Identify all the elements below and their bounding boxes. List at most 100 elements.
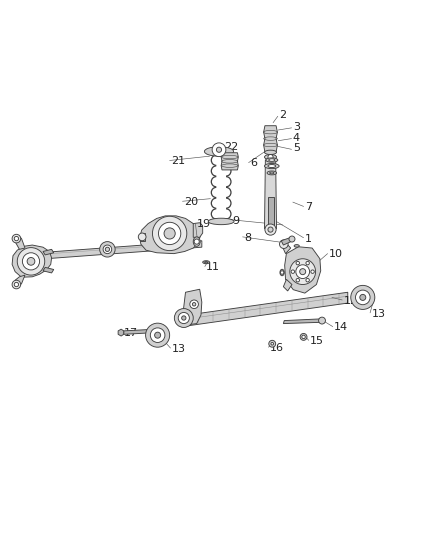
Circle shape: [174, 309, 193, 327]
Polygon shape: [118, 329, 124, 336]
Text: 13: 13: [371, 309, 385, 319]
Ellipse shape: [208, 218, 234, 224]
Text: 11: 11: [206, 262, 220, 272]
Circle shape: [296, 278, 300, 282]
Polygon shape: [285, 247, 321, 293]
Circle shape: [296, 265, 310, 279]
Ellipse shape: [193, 237, 200, 246]
Text: 3: 3: [293, 122, 300, 132]
Text: 16: 16: [270, 343, 284, 353]
Ellipse shape: [269, 159, 275, 161]
Polygon shape: [12, 245, 52, 277]
Ellipse shape: [205, 147, 233, 156]
Circle shape: [14, 282, 18, 287]
Circle shape: [291, 270, 294, 273]
Polygon shape: [283, 319, 321, 324]
Ellipse shape: [270, 172, 274, 174]
Circle shape: [351, 285, 375, 310]
Ellipse shape: [203, 261, 209, 264]
Text: 22: 22: [224, 142, 238, 152]
Circle shape: [12, 235, 21, 243]
Circle shape: [138, 233, 146, 241]
Text: 2: 2: [279, 110, 286, 120]
Polygon shape: [43, 249, 54, 255]
Ellipse shape: [265, 164, 279, 168]
Polygon shape: [140, 233, 145, 241]
Circle shape: [300, 334, 307, 341]
Polygon shape: [140, 216, 200, 254]
Circle shape: [105, 247, 110, 252]
Circle shape: [318, 317, 325, 324]
Circle shape: [265, 224, 276, 235]
Circle shape: [22, 253, 39, 270]
Polygon shape: [185, 292, 348, 326]
Circle shape: [268, 227, 273, 232]
Polygon shape: [15, 241, 202, 261]
Text: 7: 7: [305, 202, 312, 212]
Circle shape: [296, 261, 300, 265]
Polygon shape: [265, 160, 276, 229]
Polygon shape: [268, 197, 273, 229]
Circle shape: [155, 332, 161, 338]
Text: 10: 10: [329, 249, 343, 260]
Polygon shape: [43, 268, 54, 273]
Text: 12: 12: [343, 296, 357, 306]
Circle shape: [290, 259, 315, 285]
Circle shape: [159, 222, 181, 245]
Circle shape: [150, 328, 165, 343]
Text: 5: 5: [293, 143, 300, 154]
Circle shape: [194, 239, 199, 244]
Circle shape: [182, 316, 186, 320]
Circle shape: [145, 323, 170, 347]
Circle shape: [271, 343, 273, 345]
Text: 6: 6: [250, 158, 257, 168]
Polygon shape: [193, 223, 203, 237]
Text: 13: 13: [172, 344, 186, 354]
Circle shape: [190, 300, 198, 309]
Polygon shape: [282, 243, 291, 254]
Circle shape: [14, 237, 18, 241]
Circle shape: [100, 241, 115, 257]
Text: 14: 14: [334, 322, 348, 333]
Circle shape: [306, 261, 309, 265]
Ellipse shape: [268, 165, 276, 167]
Circle shape: [311, 270, 314, 273]
Circle shape: [268, 155, 273, 159]
Text: 19: 19: [197, 220, 211, 229]
Polygon shape: [221, 153, 238, 170]
Ellipse shape: [267, 171, 276, 175]
Text: 15: 15: [310, 336, 324, 346]
Polygon shape: [15, 275, 25, 286]
Circle shape: [27, 257, 35, 265]
Circle shape: [360, 294, 366, 301]
Text: 21: 21: [171, 156, 185, 166]
Circle shape: [279, 240, 288, 248]
Circle shape: [152, 216, 187, 251]
Polygon shape: [264, 126, 277, 152]
Polygon shape: [283, 279, 292, 291]
Ellipse shape: [265, 150, 276, 155]
Text: 18: 18: [184, 312, 198, 322]
Circle shape: [300, 269, 306, 274]
Ellipse shape: [294, 245, 299, 247]
Circle shape: [164, 228, 175, 239]
Text: 4: 4: [293, 133, 300, 143]
Text: 9: 9: [232, 215, 239, 225]
Polygon shape: [15, 236, 25, 249]
Ellipse shape: [280, 269, 284, 276]
Circle shape: [17, 248, 45, 275]
Circle shape: [192, 303, 196, 306]
Ellipse shape: [265, 155, 276, 159]
Text: 8: 8: [244, 233, 251, 243]
Polygon shape: [281, 237, 293, 245]
Text: 1: 1: [305, 233, 312, 244]
Text: 20: 20: [184, 197, 198, 207]
Circle shape: [178, 312, 189, 324]
Polygon shape: [124, 329, 155, 334]
Text: 17: 17: [124, 328, 138, 338]
Circle shape: [12, 280, 21, 289]
Ellipse shape: [205, 262, 208, 263]
Circle shape: [280, 271, 284, 274]
Circle shape: [289, 236, 295, 242]
Circle shape: [103, 245, 112, 254]
